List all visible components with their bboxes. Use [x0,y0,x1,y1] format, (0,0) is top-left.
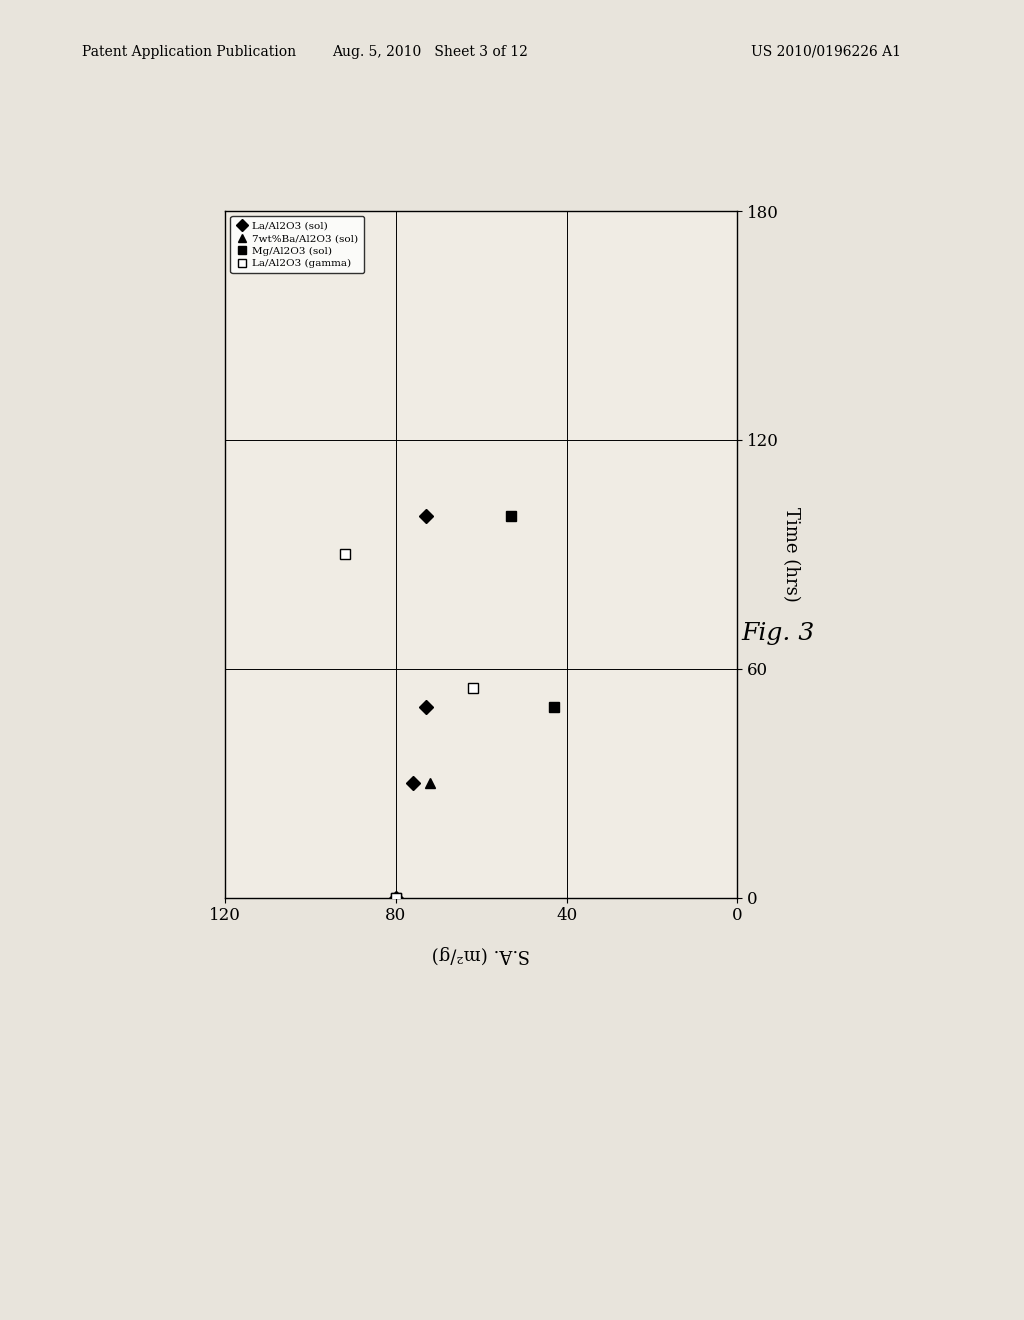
Text: Fig. 3: Fig. 3 [741,622,815,645]
Legend: La/Al2O3 (sol), 7wt%Ba/Al2O3 (sol), Mg/Al2O3 (sol), La/Al2O3 (gamma): La/Al2O3 (sol), 7wt%Ba/Al2O3 (sol), Mg/A… [230,216,364,273]
Text: Aug. 5, 2010   Sheet 3 of 12: Aug. 5, 2010 Sheet 3 of 12 [332,45,528,59]
Text: US 2010/0196226 A1: US 2010/0196226 A1 [752,45,901,59]
Text: Patent Application Publication: Patent Application Publication [82,45,296,59]
X-axis label: S.A. (m²/g): S.A. (m²/g) [432,945,530,964]
Y-axis label: Time (hrs): Time (hrs) [781,507,800,602]
